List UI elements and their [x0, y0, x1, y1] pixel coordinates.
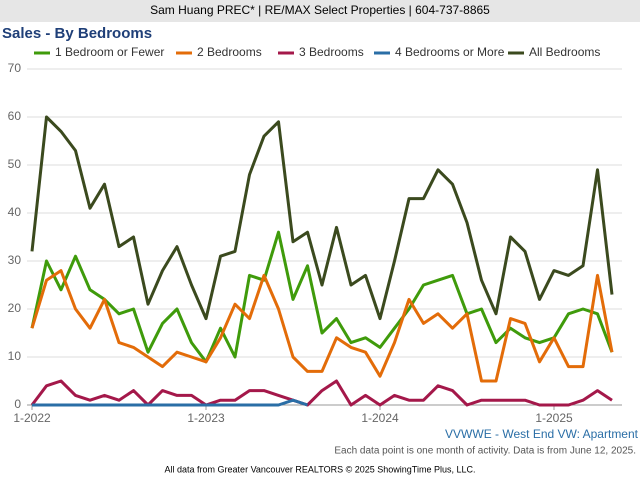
legend-label: 2 Bedrooms — [197, 45, 262, 59]
legend-label: 1 Bedroom or Fewer — [55, 45, 164, 59]
chart-title: Sales - By Bedrooms — [2, 25, 152, 42]
y-tick-label: 10 — [8, 349, 22, 363]
x-tick-label: 1-2023 — [187, 411, 225, 425]
series-line — [30, 269, 614, 383]
y-tick-label: 50 — [8, 157, 22, 171]
legend-label: 3 Bedrooms — [299, 45, 364, 59]
series-line — [32, 398, 308, 407]
y-tick-label: 30 — [8, 253, 22, 267]
y-tick-label: 60 — [8, 109, 22, 123]
y-tick-label: 0 — [14, 397, 21, 411]
header-bar — [0, 0, 640, 22]
header: Sam Huang PREC* | RE/MAX Select Properti… — [150, 3, 490, 17]
y-tick-label: 70 — [8, 61, 22, 75]
subtitle: VVWWE - West End VW: Apartment — [445, 427, 639, 441]
series-line — [30, 379, 613, 407]
series-line — [30, 230, 614, 364]
legend-label: All Bedrooms — [529, 45, 600, 59]
x-tick-label: 1-2022 — [13, 411, 51, 425]
legend-label: 4 Bedrooms or More — [395, 45, 505, 59]
y-tick-label: 20 — [8, 301, 22, 315]
note: Each data point is one month of activity… — [334, 446, 636, 457]
x-tick-label: 1-2025 — [535, 411, 573, 425]
source: All data from Greater Vancouver REALTORS… — [165, 464, 476, 474]
y-tick-label: 40 — [8, 205, 22, 219]
x-tick-label: 1-2024 — [361, 411, 399, 425]
series-line — [30, 115, 614, 321]
